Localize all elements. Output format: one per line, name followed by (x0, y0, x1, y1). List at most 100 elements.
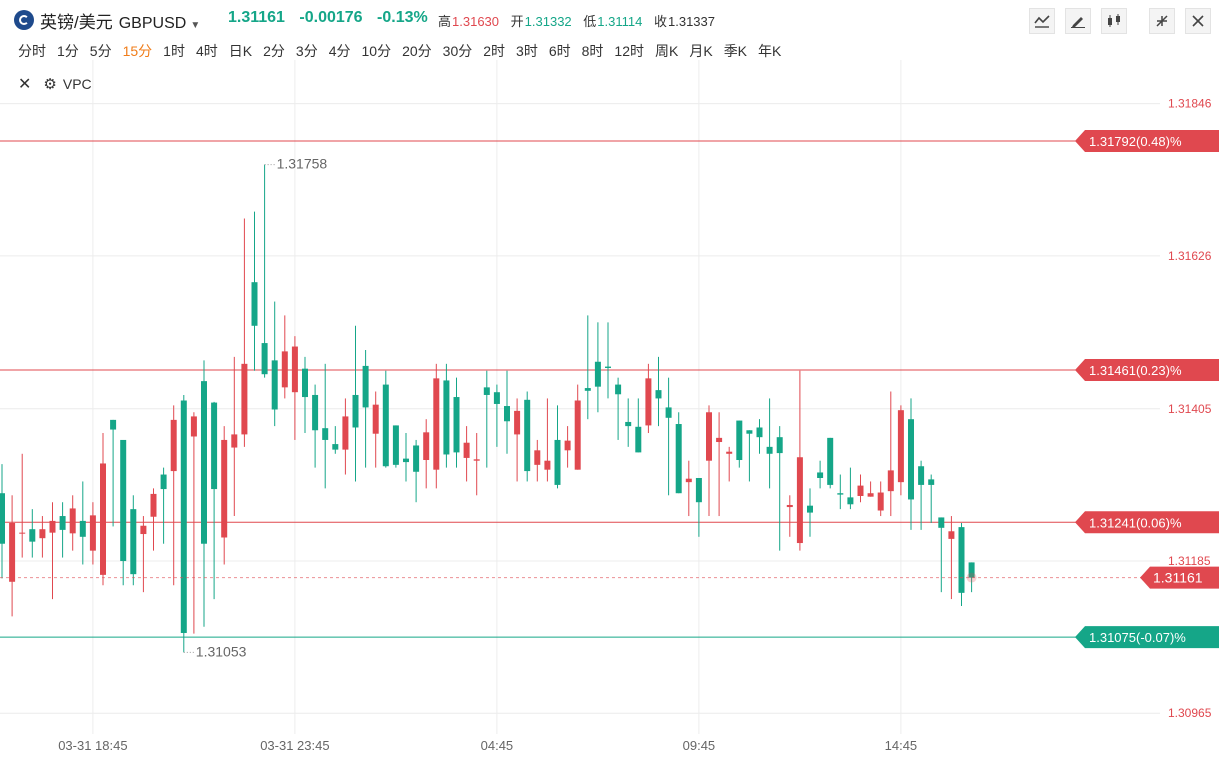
period-tab[interactable]: 日K (228, 43, 253, 59)
candle-body (584, 388, 591, 391)
period-tab[interactable]: 年K (758, 43, 782, 59)
candle-body (120, 439, 127, 562)
period-tab[interactable]: 周K (655, 43, 679, 59)
last-price-label: 1.31161 (1153, 570, 1203, 586)
candle-body (0, 493, 5, 544)
price-change: -0.00176 (299, 9, 363, 26)
period-tab[interactable]: 10分 (361, 43, 392, 59)
candle-body (968, 562, 975, 578)
candle-body (837, 493, 844, 495)
candle-body (110, 419, 117, 430)
candle-body (433, 378, 440, 470)
candle-body (948, 531, 955, 539)
symbol-selector[interactable]: 英镑/美元 GBPUSD ▼ (40, 8, 200, 33)
symbol-code: GBPUSD (118, 15, 187, 32)
last-price-tag (1140, 566, 1219, 589)
candle-body (807, 505, 813, 513)
collapse-icon[interactable] (1149, 8, 1175, 34)
indicator-close-icon[interactable]: ✕ (18, 76, 32, 93)
candle-body (160, 474, 167, 490)
period-tabs: 分时 1分 5分 15分 1时 4时 日K 2分 3分 4分 10分 20分 30分 2时 3时 6时 8时 12… (18, 41, 792, 61)
last-price: 1.31161 (228, 9, 285, 26)
gear-icon[interactable]: ⚙ (43, 76, 57, 93)
x-tick-label: 03-31 18:45 (58, 738, 127, 753)
period-tab[interactable]: 1时 (163, 43, 185, 59)
indicator-bar: ✕ ⚙ VPC (18, 74, 92, 94)
candle-body (685, 478, 692, 483)
period-tab[interactable]: 6时 (548, 43, 571, 59)
candle-body (887, 470, 894, 492)
candle-body (928, 479, 935, 485)
candle-body (645, 378, 652, 426)
symbol-name: 英镑/美元 (40, 13, 113, 32)
y-tick-label: 1.31846 (1168, 97, 1212, 111)
period-tab[interactable]: 4时 (195, 43, 218, 59)
candle-body (786, 504, 793, 508)
line-chart-icon[interactable] (1029, 8, 1055, 34)
last-price-pulse (966, 572, 977, 583)
candle-body (897, 410, 904, 483)
period-tab[interactable]: 3时 (516, 43, 538, 59)
candle-body (271, 360, 278, 410)
period-tab[interactable]: 4分 (328, 43, 351, 59)
period-tab[interactable]: 2分 (263, 43, 285, 59)
extreme-annotation: 1.31758 (277, 156, 328, 172)
candle-body (443, 380, 450, 455)
pen-icon[interactable] (1065, 8, 1091, 34)
candle-body (514, 410, 521, 435)
candle-body (382, 384, 389, 467)
candle-body (473, 459, 480, 461)
candle-body (332, 444, 339, 450)
candle-body (89, 515, 96, 551)
candle-body (49, 520, 56, 533)
period-tab[interactable]: 30分 (442, 43, 473, 59)
x-tick-label: 03-31 23:45 (260, 738, 329, 753)
gbp-usd-flag-icon (14, 10, 34, 30)
candle-body (201, 381, 207, 544)
candle-body (453, 397, 460, 453)
high-label: 高 (438, 14, 452, 29)
chart-header: 英镑/美元 GBPUSD ▼ 1.31161 -0.00176 -0.13% 高1.… (0, 0, 1219, 40)
period-tab[interactable]: 12时 (614, 43, 644, 59)
period-tab[interactable]: 8时 (581, 43, 604, 59)
candle-body (392, 425, 399, 465)
x-tick-label: 04:45 (481, 738, 514, 753)
period-tab[interactable]: 季K (723, 43, 748, 59)
candle-body (211, 402, 218, 490)
candle-body (766, 446, 773, 454)
candle-body (665, 407, 672, 418)
candlestick-icon[interactable] (1101, 8, 1127, 34)
period-tab[interactable]: 5分 (89, 43, 112, 59)
y-tick-label: 1.30965 (1168, 706, 1212, 720)
period-tab[interactable]: 分时 (18, 43, 46, 59)
candle-body (817, 472, 824, 478)
open-label: 开 (510, 14, 524, 29)
candle-body (493, 392, 500, 404)
candle-body (372, 404, 379, 434)
candle-body (908, 419, 914, 500)
candle-body (544, 460, 551, 470)
candle-body (857, 485, 864, 496)
candle-body (918, 466, 925, 485)
candle-body (746, 430, 753, 434)
period-tab[interactable]: 1分 (57, 43, 79, 59)
period-tab[interactable]: 15分 (122, 43, 153, 59)
period-tab[interactable]: 月K (689, 43, 713, 59)
candle-body (281, 351, 288, 388)
candle-body (79, 520, 86, 537)
period-tab[interactable]: 20分 (402, 43, 432, 59)
candle-body (655, 390, 662, 399)
period-tab[interactable]: 3分 (295, 43, 318, 59)
caret-down-icon: ▼ (190, 20, 201, 31)
candle-body (594, 361, 601, 387)
candle-body (322, 428, 329, 440)
candle-body (130, 509, 137, 575)
quote-summary: 1.31161 -0.00176 -0.13% (228, 9, 438, 27)
close-icon[interactable] (1185, 8, 1211, 34)
candle-body (534, 450, 541, 465)
candle-body (847, 497, 854, 505)
period-tab[interactable]: 2时 (483, 43, 506, 59)
high-value: 1.31630 (452, 14, 500, 29)
candle-body (69, 508, 76, 534)
